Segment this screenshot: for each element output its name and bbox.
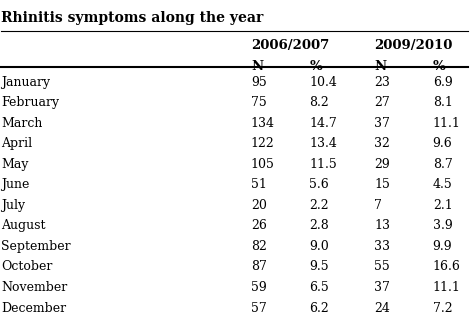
Text: 3.9: 3.9 [433,219,453,232]
Text: September: September [1,240,71,253]
Text: 2.1: 2.1 [433,199,453,212]
Text: N: N [374,60,387,73]
Text: 7: 7 [374,199,383,212]
Text: 2009/2010: 2009/2010 [374,38,453,52]
Text: March: March [1,117,43,130]
Text: 75: 75 [251,96,266,109]
Text: 8.1: 8.1 [433,96,453,109]
Text: 8.2: 8.2 [309,96,329,109]
Text: 87: 87 [251,260,267,274]
Text: 24: 24 [374,302,390,315]
Text: 134: 134 [251,117,275,130]
Text: 13.4: 13.4 [309,137,337,150]
Text: 32: 32 [374,137,390,150]
Text: 105: 105 [251,158,275,171]
Text: July: July [1,199,26,212]
Text: 95: 95 [251,76,266,89]
Text: 29: 29 [374,158,390,171]
Text: October: October [1,260,53,274]
Text: 9.0: 9.0 [309,240,329,253]
Text: 15: 15 [374,178,390,191]
Text: 7.2: 7.2 [433,302,452,315]
Text: 33: 33 [374,240,391,253]
Text: November: November [1,281,68,294]
Text: 9.5: 9.5 [309,260,329,274]
Text: 9.9: 9.9 [433,240,452,253]
Text: February: February [1,96,60,109]
Text: 5.6: 5.6 [309,178,329,191]
Text: 11.1: 11.1 [433,281,461,294]
Text: %: % [309,60,322,73]
Text: %: % [433,60,446,73]
Text: May: May [1,158,29,171]
Text: 9.6: 9.6 [433,137,453,150]
Text: 20: 20 [251,199,267,212]
Text: 10.4: 10.4 [309,76,337,89]
Text: June: June [1,178,30,191]
Text: 82: 82 [251,240,267,253]
Text: 8.7: 8.7 [433,158,453,171]
Text: 16.6: 16.6 [433,260,461,274]
Text: 6.9: 6.9 [433,76,453,89]
Text: 26: 26 [251,219,267,232]
Text: 4.5: 4.5 [433,178,453,191]
Text: 37: 37 [374,117,390,130]
Text: August: August [1,219,46,232]
Text: 2.2: 2.2 [309,199,329,212]
Text: 2.8: 2.8 [309,219,329,232]
Text: 37: 37 [374,281,390,294]
Text: 57: 57 [251,302,266,315]
Text: December: December [1,302,66,315]
Text: January: January [1,76,51,89]
Text: 14.7: 14.7 [309,117,337,130]
Text: 11.1: 11.1 [433,117,461,130]
Text: 6.2: 6.2 [309,302,329,315]
Text: 55: 55 [374,260,390,274]
Text: 23: 23 [374,76,390,89]
Text: N: N [251,60,263,73]
Text: 2006/2007: 2006/2007 [251,38,329,52]
Text: April: April [1,137,33,150]
Text: 27: 27 [374,96,390,109]
Text: 59: 59 [251,281,266,294]
Text: Rhinitis symptoms along the year: Rhinitis symptoms along the year [1,11,264,25]
Text: 13: 13 [374,219,391,232]
Text: 122: 122 [251,137,274,150]
Text: 51: 51 [251,178,267,191]
Text: 11.5: 11.5 [309,158,337,171]
Text: 6.5: 6.5 [309,281,329,294]
